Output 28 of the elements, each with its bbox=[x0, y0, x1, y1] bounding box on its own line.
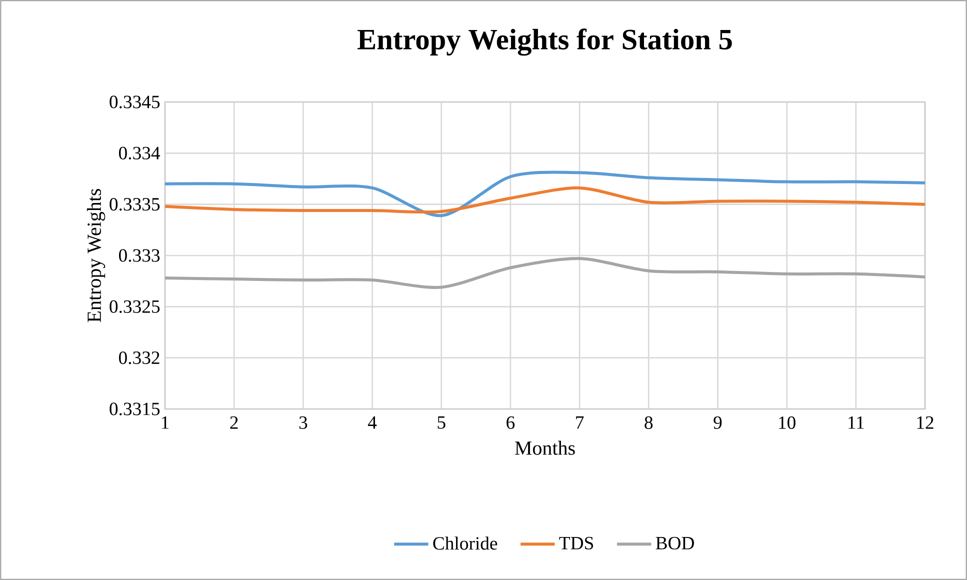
y-tick-label: 0.3335 bbox=[110, 198, 160, 211]
y-tick-label: 0.333 bbox=[119, 249, 160, 262]
legend-label: Chloride bbox=[433, 536, 498, 550]
x-tick-label: 11 bbox=[848, 416, 864, 429]
x-tick-label: 3 bbox=[299, 416, 308, 429]
x-axis-title: Months bbox=[515, 440, 575, 455]
y-axis-title: Entropy Weights bbox=[86, 188, 106, 322]
x-tick-label: 8 bbox=[644, 416, 653, 429]
x-tick-label: 9 bbox=[714, 416, 722, 429]
line-series bbox=[165, 186, 925, 214]
y-tick-label: 0.332 bbox=[119, 351, 160, 364]
y-tick-label: 0.3345 bbox=[110, 96, 160, 108]
chart-title: Entropy Weights for Station 5 bbox=[358, 28, 732, 56]
legend-label: TDS bbox=[559, 536, 593, 550]
legend-label: BOD bbox=[656, 536, 694, 550]
y-tick-label: 0.3315 bbox=[110, 402, 160, 416]
line-series bbox=[165, 257, 925, 289]
x-tick-label: 2 bbox=[230, 416, 238, 429]
x-tick-label: 4 bbox=[368, 416, 377, 429]
y-tick-label: 0.3325 bbox=[110, 300, 160, 313]
x-tick-label: 10 bbox=[779, 416, 796, 429]
x-tick-label: 7 bbox=[576, 416, 584, 429]
x-tick-label: 5 bbox=[438, 416, 446, 429]
x-tick-label: 1 bbox=[162, 416, 169, 429]
x-tick-label: 6 bbox=[506, 416, 515, 429]
line-series bbox=[165, 170, 925, 218]
y-tick-label: 0.334 bbox=[119, 146, 160, 160]
x-tick-label: 12 bbox=[917, 416, 934, 429]
